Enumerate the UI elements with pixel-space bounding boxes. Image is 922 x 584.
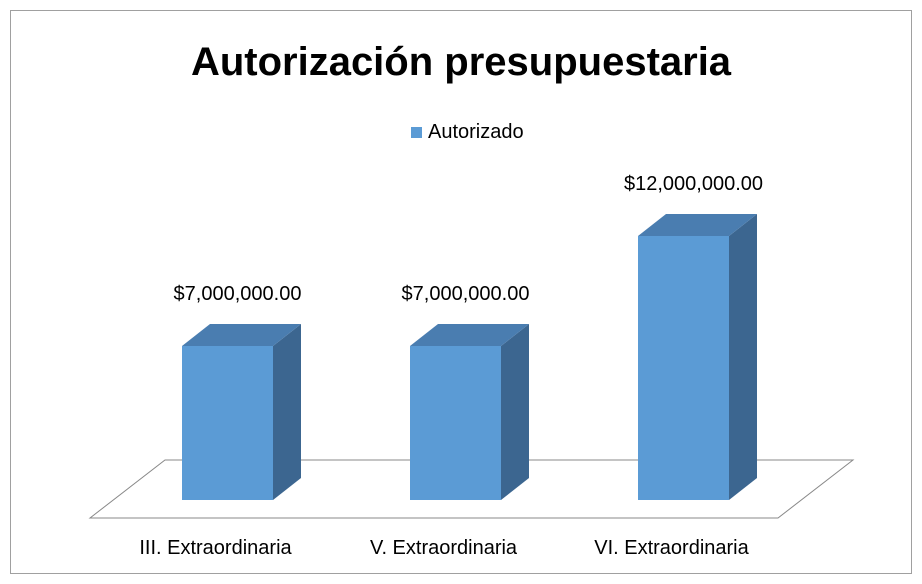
bar bbox=[410, 346, 501, 500]
x-tick-label: V. Extraordinaria bbox=[369, 537, 518, 559]
bar bbox=[638, 236, 729, 500]
data-label: $7,000,000.00 bbox=[401, 283, 530, 305]
bar-side bbox=[729, 214, 757, 500]
bar-side bbox=[273, 324, 301, 500]
bar-side bbox=[501, 324, 529, 500]
bar-top bbox=[410, 324, 529, 346]
bar-top bbox=[638, 214, 757, 236]
bar-top bbox=[182, 324, 301, 346]
x-tick-label: III. Extraordinaria bbox=[139, 537, 292, 559]
legend: Autorizado bbox=[411, 121, 524, 144]
chart-title: Autorización presupuestaria bbox=[190, 40, 732, 84]
data-label: $12,000,000.00 bbox=[623, 173, 764, 195]
legend-swatch bbox=[411, 127, 422, 138]
x-tick-label: VI. Extraordinaria bbox=[594, 537, 749, 559]
bar bbox=[182, 346, 273, 500]
legend-label: Autorizado bbox=[428, 121, 524, 143]
data-label: $7,000,000.00 bbox=[173, 283, 302, 305]
